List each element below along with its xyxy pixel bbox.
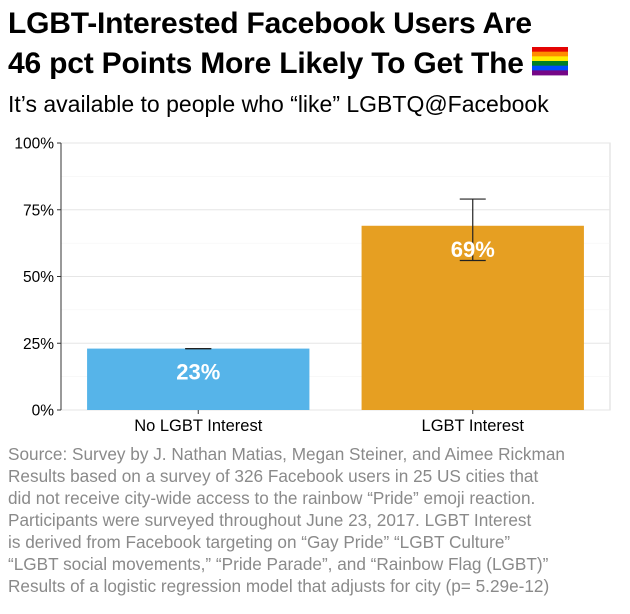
title-line-2: 46 pct Points More Likely To Get The (8, 44, 628, 84)
rainbow-flag-icon (531, 47, 568, 76)
caption-line-4: Participants were surveyed throughout Ju… (8, 510, 532, 530)
x-tick-label: LGBT Interest (422, 417, 525, 435)
flag-stripe (531, 70, 568, 76)
title-line-2-text: 46 pct Points More Likely To Get The (8, 47, 524, 80)
chart-subtitle: It’s available to people who “like” LGBT… (8, 91, 549, 117)
y-tick-label: 100% (14, 136, 54, 153)
caption-line-5: is derived from Facebook targeting on “G… (8, 532, 511, 552)
flag-stripe (531, 61, 568, 67)
flag-stripe (531, 47, 568, 53)
bar-value-label: 69% (451, 237, 495, 262)
bar-value-label: 23% (176, 360, 220, 385)
flag-stripe (531, 65, 568, 71)
bar-chart: 0% 25% 50% 75% 100% 23% No LGBT Interest 69% LGB… (14, 136, 611, 435)
caption-line-7: Results of a logistic regression model t… (8, 576, 550, 596)
x-tick-label: No LGBT Interest (134, 417, 263, 435)
y-tick-label: 25% (23, 336, 54, 353)
caption-line-6: “LGBT social movements,” “Pride Parade”,… (8, 554, 549, 574)
bar (87, 348, 310, 410)
y-tick-label: 50% (23, 269, 54, 286)
flag-stripe (531, 56, 568, 62)
y-tick-label: 75% (23, 202, 54, 219)
y-tick-label: 0% (32, 403, 55, 420)
caption-line-2: Results based on a survey of 326 Faceboo… (8, 466, 539, 486)
title-line-1: LGBT-Interested Facebook Users Are (8, 7, 532, 40)
caption-line-3: did not receive city-wide access to the … (8, 488, 536, 508)
flag-stripe (531, 51, 568, 57)
caption-line-1: Source: Survey by J. Nathan Matias, Mega… (8, 444, 565, 464)
source-caption: Source: Survey by J. Nathan Matias, Mega… (8, 443, 628, 597)
chart-title: LGBT-Interested Facebook Users Are 46 pc… (8, 4, 628, 84)
